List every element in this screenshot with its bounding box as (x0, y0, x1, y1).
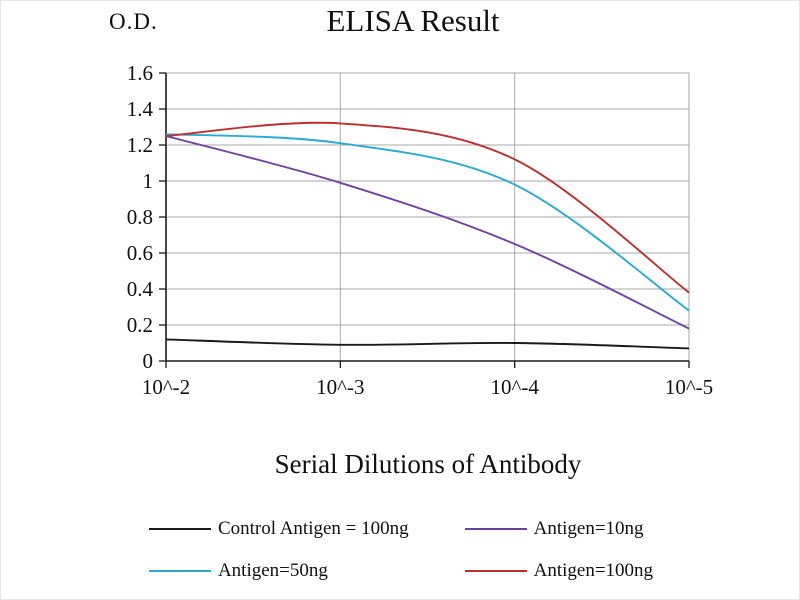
legend-label: Control Antigen = 100ng (217, 518, 409, 539)
y-tick-label: 1.4 (127, 97, 154, 121)
y-axis-unit-label: O.D. (109, 9, 158, 34)
y-tick-label: 1.2 (127, 133, 153, 157)
y-tick-label: 0.2 (127, 313, 153, 337)
y-tick-label: 0 (143, 349, 154, 373)
x-tick-label: 10^-2 (142, 375, 190, 399)
legend-line-swatch (464, 570, 527, 572)
series-line (165, 338, 690, 350)
x-tick-label: 10^-3 (316, 375, 364, 399)
series-line (165, 121, 690, 294)
chart-title: ELISA Result (326, 3, 500, 38)
legend-line-swatch (148, 570, 211, 572)
x-tick-label: 10^-4 (490, 375, 539, 399)
legend-item: Control Antigen = 100ng (148, 518, 409, 540)
x-tick-label: 10^-5 (665, 375, 713, 399)
legend-line-swatch (464, 528, 527, 530)
x-axis-title: Serial Dilutions of Antibody (274, 449, 582, 479)
legend-line-swatch (148, 528, 211, 530)
y-tick-label: 0.8 (127, 205, 153, 229)
legend-item: Antigen=10ng (464, 518, 653, 540)
series-line (165, 133, 690, 312)
legend-label: Antigen=50ng (217, 560, 328, 581)
y-tick-label: 1.6 (127, 61, 153, 85)
y-tick-label: 1 (143, 169, 154, 193)
legend-label: Antigen=100ng (533, 560, 654, 581)
y-tick-label: 0.6 (127, 241, 153, 265)
legend: Control Antigen = 100ng Antigen=10ng Antig… (1, 518, 799, 582)
series-line (165, 135, 690, 330)
legend-label: Antigen=10ng (533, 518, 644, 539)
plot-area: 0 0.2 0.4 0.6 0.8 1 1.2 1.4 1.6 10^-2 10^-3 10^-4 10… (127, 61, 713, 399)
legend-item: Antigen=50ng (148, 560, 409, 582)
legend-item: Antigen=100ng (464, 560, 654, 582)
y-tick-label: 0.4 (127, 277, 154, 301)
